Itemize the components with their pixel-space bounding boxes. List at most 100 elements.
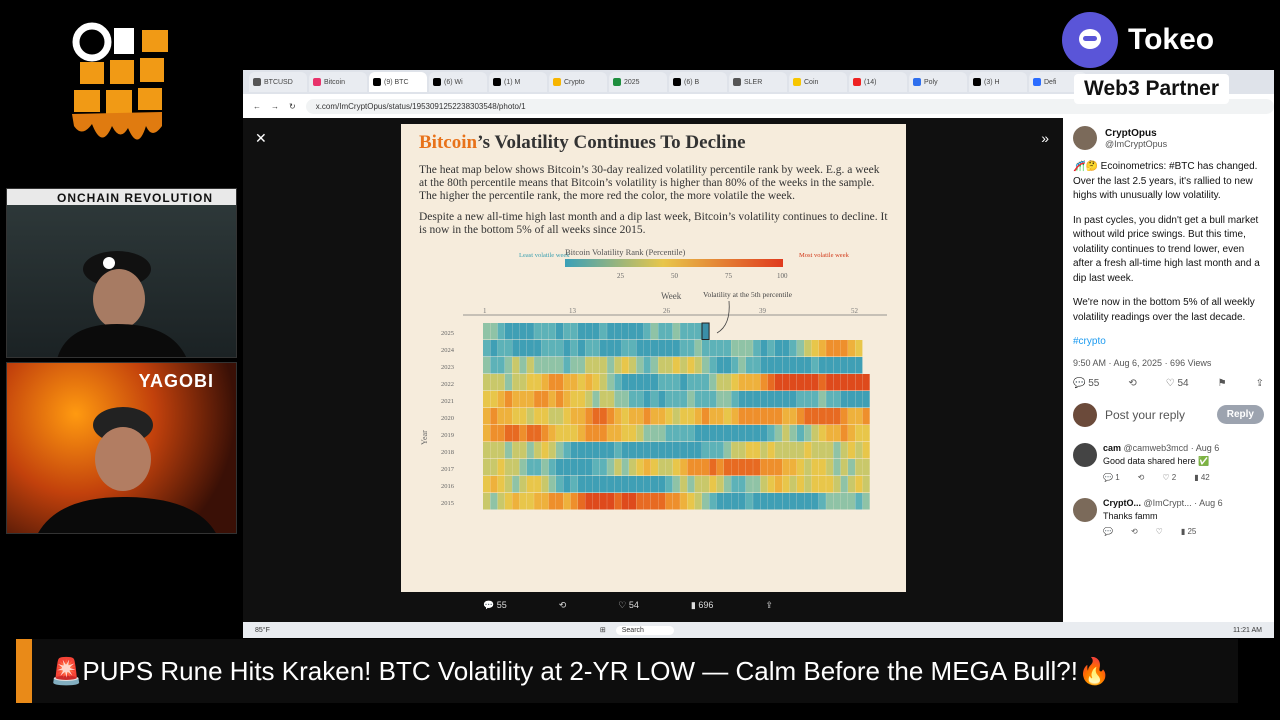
heatmap-cell: [782, 476, 790, 493]
heatmap-cell: [716, 340, 724, 357]
heatmap-cell: [723, 425, 731, 442]
reload-icon[interactable]: ↻: [289, 101, 296, 111]
heatmap-cell: [650, 459, 658, 476]
heatmap-cell: [738, 476, 746, 493]
tab-4[interactable]: (1) M: [489, 72, 547, 92]
heatmap-cell: [760, 357, 768, 374]
legend-tick-100: 100: [777, 272, 788, 280]
heatmap-cell: [826, 476, 834, 493]
share-icon[interactable]: ⇪: [1255, 377, 1264, 389]
heatmap-cell: [767, 476, 775, 493]
start-icon[interactable]: ⊞: [599, 627, 606, 634]
heatmap-cell: [709, 442, 717, 459]
comment-repost-icon[interactable]: ⟲: [1130, 526, 1138, 536]
heatmap-cell: [855, 374, 863, 391]
heatmap-cell: [519, 340, 527, 357]
heatmap-cell: [534, 425, 542, 442]
heatmap-cell: [833, 357, 841, 374]
cam2-label: YAGOBI: [138, 371, 214, 391]
heatmap-cell: [548, 425, 556, 442]
tab-10[interactable]: (14): [849, 72, 907, 92]
heatmap-cell: [672, 442, 680, 459]
tab-12[interactable]: (3) H: [969, 72, 1027, 92]
reply-input[interactable]: Post your reply: [1105, 407, 1186, 422]
tab-1[interactable]: Bitcoin: [309, 72, 367, 92]
expand-sidebar-icon[interactable]: »: [1041, 130, 1049, 146]
comment-reply-count[interactable]: 💬 1: [1103, 472, 1120, 482]
tab-6[interactable]: 2025: [609, 72, 667, 92]
comment-text: Good data shared here ✅: [1103, 455, 1210, 466]
heatmap-cell: [811, 425, 819, 442]
reply-count[interactable]: 💬 55: [1073, 377, 1100, 389]
views-action[interactable]: ▮ 696: [690, 600, 714, 610]
reply-action[interactable]: 💬 55: [483, 600, 507, 610]
comment-views-count[interactable]: ▮ 42: [1194, 472, 1210, 482]
comment-avatar[interactable]: [1073, 497, 1097, 522]
back-icon[interactable]: ←: [253, 101, 261, 111]
heatmap-cell: [723, 442, 731, 459]
heatmap-cell: [534, 476, 542, 493]
tab-3[interactable]: (6) Wi: [429, 72, 487, 92]
repost-icon[interactable]: ⟲: [558, 600, 567, 610]
heatmap-cell: [621, 323, 629, 340]
tab-13[interactable]: Defi: [1029, 72, 1087, 92]
repost-icon[interactable]: ⟲: [1128, 377, 1137, 389]
heatmap-cell: [840, 442, 848, 459]
author-handle[interactable]: @ImCryptOpus: [1105, 138, 1168, 149]
weather-widget[interactable]: 85°F: [255, 626, 270, 634]
heatmap-cell: [665, 493, 673, 510]
heatmap-cell: [862, 425, 870, 442]
tab-11[interactable]: Poly: [909, 72, 967, 92]
heatmap-cell: [621, 391, 629, 408]
heatmap-cell: [541, 493, 549, 510]
heatmap-cell: [731, 357, 739, 374]
year-label: 2023: [441, 364, 454, 371]
heatmap-cell: [818, 340, 826, 357]
heatmap-cell: [745, 459, 753, 476]
share-icon[interactable]: ⇪: [765, 600, 773, 610]
author-name[interactable]: CryptOpus: [1105, 127, 1157, 139]
like-action[interactable]: ♡ 54: [618, 600, 639, 610]
tab-0[interactable]: BTCUSD: [249, 72, 307, 92]
close-icon[interactable]: ✕: [255, 130, 267, 146]
forward-icon[interactable]: →: [271, 101, 279, 111]
comment-avatar[interactable]: [1073, 442, 1097, 467]
heatmap-cell: [541, 408, 549, 425]
heatmap-cell: [840, 476, 848, 493]
tweet-text-2: In past cycles, you didn't get a bull ma…: [1073, 214, 1260, 284]
comment-author[interactable]: cam: [1103, 442, 1122, 453]
tweet-hashtag[interactable]: #crypto: [1073, 336, 1106, 347]
tab-7[interactable]: (6) B: [669, 72, 727, 92]
comment-like-icon[interactable]: ♡: [1155, 526, 1163, 536]
orange-brand-logo: [72, 22, 168, 140]
webcam-host-1: ONCHAIN REVOLUTION: [6, 188, 237, 358]
tab-2[interactable]: (9) BTC: [369, 72, 427, 92]
comment-repost-icon[interactable]: ⟲: [1137, 472, 1145, 482]
author-avatar[interactable]: [1073, 126, 1097, 150]
heatmap-cell: [614, 357, 622, 374]
tweet-text-3: We're now in the bottom 5% of all weekly…: [1073, 297, 1255, 323]
taskbar-search[interactable]: Search: [615, 625, 674, 635]
heatmap-cell: [694, 408, 702, 425]
heatmap-cell: [723, 408, 731, 425]
comment-reply-icon[interactable]: 💬: [1103, 526, 1113, 536]
heatmap-cell: [512, 442, 520, 459]
url-input[interactable]: x.com/ImCryptOpus/status/195309125223830…: [305, 98, 1274, 114]
heatmap-cell: [818, 442, 826, 459]
comment-like-count[interactable]: ♡ 2: [1162, 472, 1177, 482]
heatmap-cell: [556, 442, 564, 459]
heatmap-cell: [483, 493, 491, 510]
comment-views-count[interactable]: ▮ 25: [1180, 526, 1197, 536]
heatmap-cell: [818, 493, 826, 510]
tab-5[interactable]: Crypto: [549, 72, 607, 92]
reply-button[interactable]: Reply: [1216, 405, 1264, 424]
heatmap-cell: [760, 425, 768, 442]
tab-8[interactable]: SLER: [729, 72, 787, 92]
bookmark-icon[interactable]: ⚑: [1217, 377, 1227, 389]
clock: 11:21 AM: [1232, 626, 1262, 634]
like-count[interactable]: ♡ 54: [1165, 377, 1189, 389]
tab-9[interactable]: Coin: [789, 72, 847, 92]
heatmap-cell: [833, 340, 841, 357]
comment-author[interactable]: CryptO...: [1103, 497, 1142, 508]
heatmap-cell: [512, 374, 520, 391]
